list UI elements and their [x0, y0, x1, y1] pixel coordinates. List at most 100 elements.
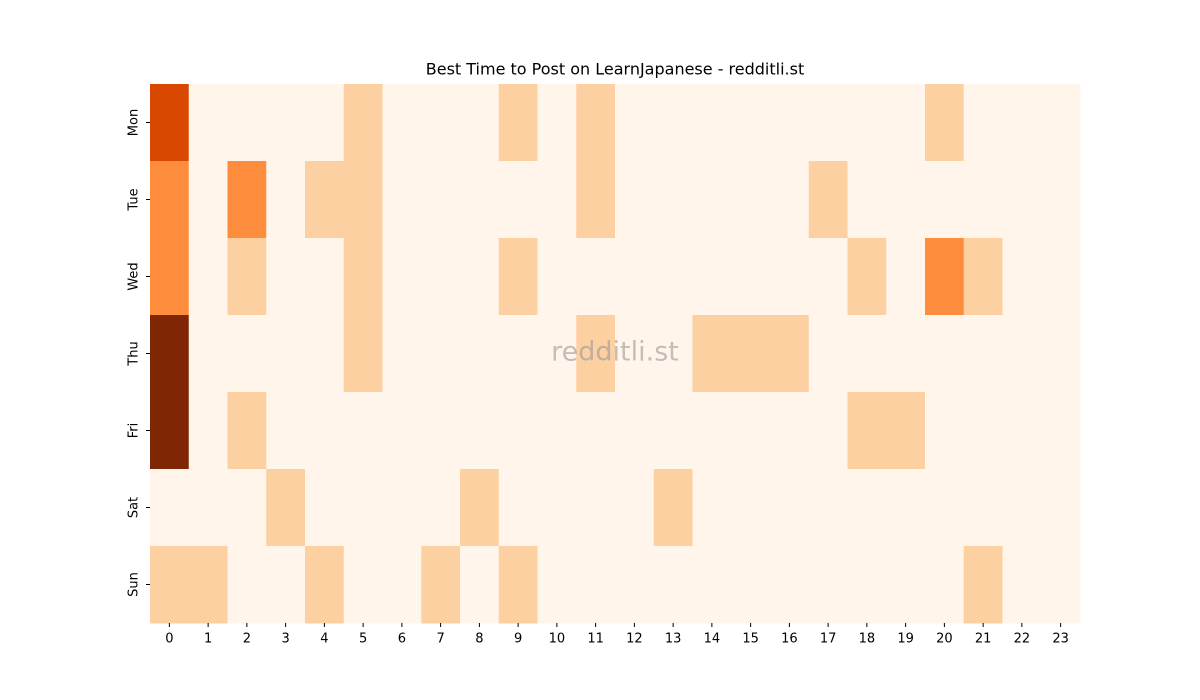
- cell: [770, 238, 810, 316]
- heatmap-cells: [150, 84, 1081, 624]
- cell: [692, 315, 732, 393]
- cell: [537, 84, 577, 162]
- y-tick-label: Sat: [127, 497, 142, 518]
- cell: [421, 315, 461, 393]
- cell: [1002, 161, 1042, 239]
- x-tick-label: 22: [1014, 632, 1031, 647]
- cell: [731, 315, 771, 393]
- cell: [770, 315, 810, 393]
- cell: [653, 392, 693, 470]
- cell: [266, 238, 306, 316]
- cell: [382, 238, 422, 316]
- cell: [1002, 315, 1042, 393]
- cell: [615, 84, 655, 162]
- cell: [770, 469, 810, 547]
- cell: [692, 469, 732, 547]
- cell: [460, 546, 500, 624]
- cell: [188, 392, 228, 470]
- cell: [1002, 84, 1042, 162]
- x-tick-label: 13: [665, 632, 682, 647]
- cell: [382, 84, 422, 162]
- cell: [653, 161, 693, 239]
- y-tick-label: Fri: [127, 423, 142, 439]
- cell: [963, 392, 1003, 470]
- cell: [227, 238, 267, 316]
- cell: [343, 161, 383, 239]
- cell: [537, 161, 577, 239]
- cell: [847, 315, 887, 393]
- x-tick-label: 18: [859, 632, 876, 647]
- x-tick-label: 23: [1052, 632, 1069, 647]
- cell: [421, 161, 461, 239]
- cell: [886, 392, 926, 470]
- cell: [188, 161, 228, 239]
- cell: [343, 315, 383, 393]
- cell: [692, 392, 732, 470]
- cell: [886, 238, 926, 316]
- y-tick-label: Sun: [127, 572, 142, 597]
- cell: [498, 392, 538, 470]
- cell: [847, 161, 887, 239]
- cell: [537, 315, 577, 393]
- cell: [886, 315, 926, 393]
- cell: [460, 469, 500, 547]
- cell: [1002, 546, 1042, 624]
- cell: [653, 238, 693, 316]
- cell: [266, 161, 306, 239]
- cell: [576, 546, 616, 624]
- cell: [886, 469, 926, 547]
- cell: [537, 392, 577, 470]
- cell: [692, 161, 732, 239]
- cell: [770, 84, 810, 162]
- y-tick-label: Thu: [127, 341, 142, 366]
- cell: [808, 315, 848, 393]
- cell: [227, 469, 267, 547]
- cell: [266, 469, 306, 547]
- x-tick-label: 3: [281, 632, 289, 647]
- cell: [615, 469, 655, 547]
- x-tick-label: 17: [820, 632, 837, 647]
- chart-title: Best Time to Post on LearnJapanese - red…: [426, 60, 804, 79]
- cell: [1041, 546, 1081, 624]
- x-tick-label: 21: [975, 632, 992, 647]
- cell: [615, 238, 655, 316]
- cell: [925, 238, 965, 316]
- cell: [343, 546, 383, 624]
- cell: [421, 469, 461, 547]
- cell: [305, 392, 345, 470]
- cell: [1041, 315, 1081, 393]
- cell: [653, 469, 693, 547]
- x-tick-label: 19: [897, 632, 914, 647]
- cell: [227, 161, 267, 239]
- cell: [1002, 469, 1042, 547]
- x-tick-label: 12: [626, 632, 643, 647]
- cell: [576, 315, 616, 393]
- cell: [576, 161, 616, 239]
- x-tick-label: 10: [549, 632, 566, 647]
- cell: [770, 161, 810, 239]
- cell: [266, 315, 306, 393]
- cell: [731, 238, 771, 316]
- cell: [731, 161, 771, 239]
- cell: [537, 469, 577, 547]
- x-tick-label: 9: [514, 632, 522, 647]
- cell: [305, 315, 345, 393]
- cell: [150, 161, 190, 239]
- cell: [808, 84, 848, 162]
- cell: [227, 392, 267, 470]
- y-tick-label: Mon: [127, 109, 142, 136]
- cell: [847, 84, 887, 162]
- axes: 0 1 2 3 4 5 6 7 8 9 10 11 12 13 14 15 16 17 18 19 20 21 22 23Mo…: [127, 109, 1069, 647]
- cell: [692, 546, 732, 624]
- cell: [847, 238, 887, 316]
- cell: [188, 84, 228, 162]
- cell: [731, 546, 771, 624]
- cell: [615, 546, 655, 624]
- cell: [1002, 238, 1042, 316]
- cell: [653, 315, 693, 393]
- cell: [188, 238, 228, 316]
- cell: [963, 161, 1003, 239]
- cell: [227, 315, 267, 393]
- cell: [305, 161, 345, 239]
